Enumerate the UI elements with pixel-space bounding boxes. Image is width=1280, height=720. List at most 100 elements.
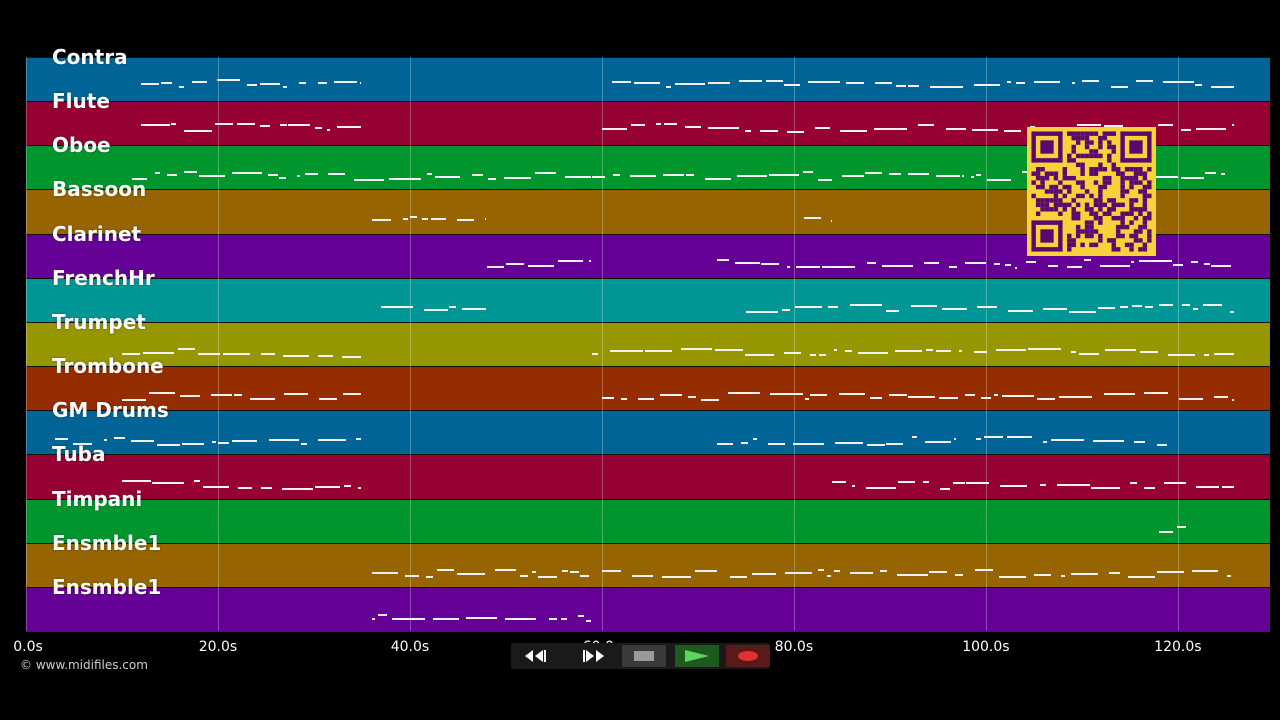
midi-note [792,442,825,445]
midi-note [965,482,990,485]
midi-note [557,260,583,263]
midi-note [999,484,1028,487]
midi-note [737,174,767,177]
midi-note [995,349,1026,352]
midi-note [977,305,998,308]
stop-icon [634,651,654,661]
midi-note [114,437,125,440]
midi-note [911,436,918,439]
midi-note [994,393,998,396]
midi-note [630,123,645,126]
midi-note [739,79,763,82]
midi-note [585,619,592,622]
midi-note [1156,571,1185,574]
midi-note [964,262,986,265]
midi-note [519,575,529,578]
midi-note [818,178,832,181]
midi-note [866,443,886,446]
track-lane [26,586,1270,632]
midi-note [504,618,537,621]
midi-note [865,486,897,489]
midi-note [886,310,899,313]
midi-note [684,125,701,128]
midi-note [674,82,705,85]
midi-note [1211,85,1235,88]
play-button[interactable] [675,645,719,667]
midi-note [874,82,892,85]
midi-note [141,124,170,127]
midi-note [405,575,420,578]
midi-note [371,219,391,222]
midi-note [784,84,800,87]
midi-note [1105,349,1137,352]
midi-note [1139,350,1159,353]
midi-note [930,86,963,89]
midi-note [1220,173,1225,176]
midi-note [1042,441,1048,444]
midi-note [377,613,388,616]
midi-note [1030,125,1035,128]
midi-note [842,175,864,178]
midi-note [121,352,141,355]
midi-note [970,176,974,179]
midi-note [580,575,590,578]
track-label: Bassoon [52,177,147,202]
record-button[interactable] [726,645,770,667]
midi-note [879,569,887,572]
midi-note [259,82,280,85]
midi-note [494,568,516,571]
midi-note [708,82,730,84]
qr-code-image [1031,131,1152,252]
midi-note [745,310,779,313]
time-tick-label: 20.0s [198,639,238,655]
midi-note [191,81,208,84]
midi-note [1129,482,1138,485]
midi-note [1037,397,1055,400]
midi-note [794,306,823,309]
midi-note [976,437,982,440]
midi-note [701,399,719,402]
midi-note [857,352,889,355]
midi-note [1192,308,1199,311]
midi-note [353,178,384,181]
midi-note [1144,392,1168,395]
fast-forward-button[interactable] [569,645,613,667]
time-tick-label: 0.0s [13,639,43,655]
midi-note [1211,265,1232,268]
midi-note [849,303,882,306]
midi-note [448,306,456,309]
track-label: Ensmble1 [52,574,162,599]
stop-button[interactable] [622,645,666,667]
midi-note [279,124,287,127]
midi-note [154,172,161,175]
midi-note [570,570,579,573]
rewind-icon [525,650,546,662]
midi-note [975,173,982,176]
rewind-button[interactable] [516,645,560,667]
midi-note [846,82,865,85]
midi-note [973,83,1000,86]
midi-note [268,439,299,442]
midi-note [908,172,929,175]
midi-note [1070,572,1098,575]
midi-note [422,217,429,220]
midi-note [1071,81,1075,84]
midi-note [317,82,327,85]
midi-note [965,393,976,396]
midi-note [782,308,791,311]
midi-note [708,127,739,130]
midi-note [889,394,907,397]
track-label: Contra [52,45,128,69]
midi-note [1083,259,1091,262]
midi-note [1097,307,1116,310]
midi-note [687,395,696,398]
midi-note [694,570,718,573]
midi-note [761,262,780,265]
midi-note [261,486,273,489]
midi-note [971,129,998,132]
midi-note [343,484,352,487]
midi-note [1058,395,1092,398]
midi-note [177,348,196,351]
midi-note [211,394,232,397]
midi-note [402,218,409,221]
